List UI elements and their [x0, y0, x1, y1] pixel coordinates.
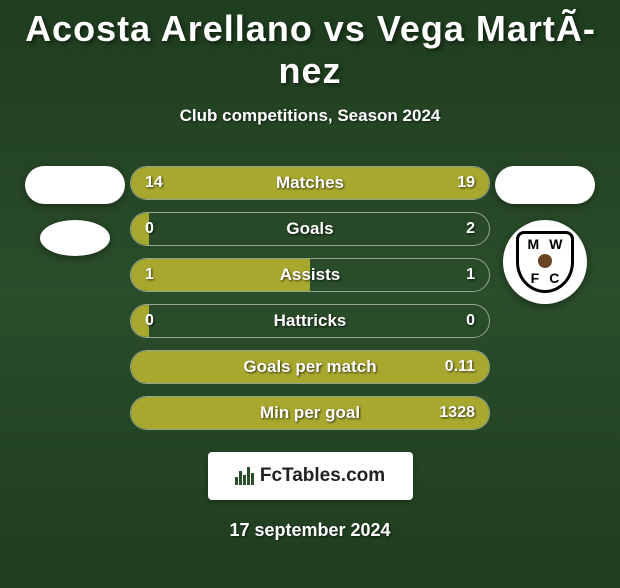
- stat-value-right: 1328: [439, 404, 475, 422]
- stat-value-right: 19: [457, 174, 475, 192]
- club-logo-left: [40, 220, 110, 256]
- comparison-title: Acosta Arellano vs Vega MartÃ­nez: [0, 8, 620, 92]
- stats-container: 14Matches190Goals21Assists10Hattricks0Go…: [130, 166, 490, 430]
- brand-text: FcTables.com: [260, 465, 385, 487]
- player-photo-right: [495, 166, 595, 204]
- stat-row: Min per goal1328: [130, 396, 490, 430]
- branding-badge: FcTables.com: [208, 452, 413, 500]
- stat-value-right: 0: [466, 312, 475, 330]
- content-area: 14Matches190Goals21Assists10Hattricks0Go…: [0, 166, 620, 430]
- stat-row: Goals per match0.11: [130, 350, 490, 384]
- brand-chart-icon: [235, 467, 254, 485]
- stat-row: 14Matches19: [130, 166, 490, 200]
- stat-label: Goals: [131, 219, 489, 239]
- club-logo-right: MW FC: [503, 220, 587, 304]
- stat-value-right: 1: [466, 266, 475, 284]
- right-side: MW FC: [490, 166, 600, 304]
- stat-label: Matches: [131, 173, 489, 193]
- stat-value-right: 0.11: [445, 358, 475, 376]
- stat-value-right: 2: [466, 220, 475, 238]
- stat-label: Goals per match: [131, 357, 489, 377]
- stat-label: Assists: [131, 265, 489, 285]
- stat-label: Min per goal: [131, 403, 489, 423]
- mw-shield-icon: MW FC: [516, 231, 574, 293]
- stat-row: 1Assists1: [130, 258, 490, 292]
- left-side: [20, 166, 130, 256]
- player-photo-left: [25, 166, 125, 204]
- comparison-date: 17 september 2024: [0, 520, 620, 541]
- stat-row: 0Goals2: [130, 212, 490, 246]
- stat-row: 0Hattricks0: [130, 304, 490, 338]
- stat-label: Hattricks: [131, 311, 489, 331]
- comparison-subtitle: Club competitions, Season 2024: [0, 106, 620, 126]
